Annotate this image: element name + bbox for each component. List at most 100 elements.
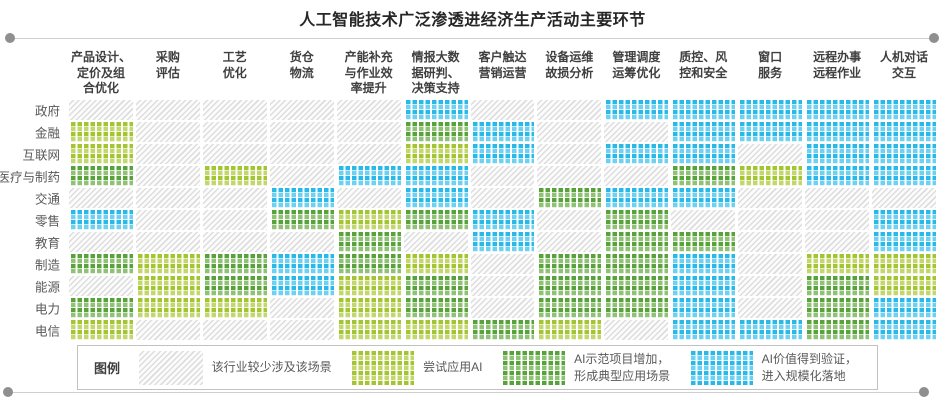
heatmap-cell	[69, 320, 133, 340]
heatmap-cell	[537, 276, 602, 296]
row-label: 政府	[34, 104, 60, 119]
row-label-cell: 教育	[0, 232, 66, 252]
heatmap-cell	[403, 298, 468, 318]
heatmap-cell	[336, 122, 401, 142]
heatmap-cell	[135, 122, 200, 142]
row-label-cell: 制造	[0, 254, 66, 274]
column-header: 产品设计、 定价及组 合优化	[70, 50, 131, 96]
heatmap-cell	[537, 210, 602, 230]
top-rule-left-dot	[5, 33, 15, 43]
heatmap-cell	[202, 122, 267, 142]
bottom-rule	[8, 392, 925, 393]
heatmap-cell	[604, 210, 669, 230]
demo-pattern-swatch	[501, 350, 566, 385]
heatmap-cell	[403, 188, 468, 208]
heatmap-cell	[738, 254, 803, 274]
heatmap-cell	[805, 320, 870, 340]
heatmap-cell	[872, 100, 936, 120]
legend-item-label: AI示范项目增加， 形成典型应用场景	[574, 352, 671, 383]
row-label: 能源	[34, 280, 60, 295]
heatmap-cell	[69, 254, 133, 274]
heatmap-cell	[805, 298, 870, 318]
heatmap-cell	[805, 232, 870, 252]
column-header: 窗口 服务	[758, 50, 783, 80]
heatmap-cell	[202, 320, 267, 340]
legend-item: AI示范项目增加， 形成典型应用场景	[501, 350, 671, 385]
heatmap-cell	[738, 298, 803, 318]
heatmap-cell	[872, 320, 936, 340]
heatmap-cell	[269, 166, 334, 186]
heatmap-cell	[336, 188, 401, 208]
heatmap-cell	[470, 254, 535, 274]
heatmap-cell	[671, 276, 736, 296]
heatmap-cell	[470, 144, 535, 164]
heatmap-cell	[336, 320, 401, 340]
heatmap-cell	[470, 298, 535, 318]
heatmap-cell	[671, 100, 736, 120]
legend-item-label: AI价值得到验证， 进入规模化落地	[761, 352, 857, 383]
legend-item: 该行业较少涉及该场景	[138, 350, 332, 385]
heatmap-cell	[336, 100, 401, 120]
heatmap-cell	[269, 144, 334, 164]
column-header: 货仓 物流	[289, 50, 314, 80]
row-label: 电力	[34, 302, 60, 317]
row-label-cell: 医疗与制药	[0, 166, 66, 186]
heatmap-cell	[671, 232, 736, 252]
column-header: 客户触达 营销运营	[478, 50, 527, 80]
heatmap-cell	[269, 100, 334, 120]
heatmap-cell	[202, 210, 267, 230]
corner-spacer	[0, 48, 66, 98]
heatmap-cell	[738, 188, 803, 208]
heatmap-cell	[135, 298, 200, 318]
heatmap-cell	[269, 210, 334, 230]
legend-item: AI价值得到验证， 进入规模化落地	[688, 350, 857, 385]
legend-item-label: 该行业较少涉及该场景	[211, 360, 332, 375]
heatmap-cell	[336, 298, 401, 318]
heatmap-cell	[537, 254, 602, 274]
heatmap-cell	[336, 254, 401, 274]
heatmap-cell	[604, 166, 669, 186]
heatmap-cell	[403, 210, 468, 230]
heatmap-cell	[69, 166, 133, 186]
heatmap-cell	[69, 298, 133, 318]
column-header: 远程办事 远程作业	[813, 50, 862, 80]
heatmap-cell	[604, 122, 669, 142]
heatmap-cell	[135, 100, 200, 120]
bottom-rule-right-dot	[919, 387, 929, 397]
scale-pattern-swatch	[688, 350, 753, 385]
heatmap-cell	[671, 210, 736, 230]
heatmap-cell	[872, 298, 936, 318]
heatmap-cell	[738, 276, 803, 296]
heatmap-cell	[537, 320, 602, 340]
heatmap-cell	[537, 232, 602, 252]
row-label: 互联网	[22, 148, 60, 163]
legend-box: 图例 该行业较少涉及该场景 尝试应用AI AI示范项目增加， 形成典型应用场景 AI价…	[77, 345, 878, 390]
heatmap-cell	[135, 320, 200, 340]
row-label-cell: 零售	[0, 210, 66, 230]
heatmap-cell	[537, 122, 602, 142]
heatmap-cell	[805, 144, 870, 164]
heatmap-cell	[671, 144, 736, 164]
heatmap-cell	[69, 144, 133, 164]
heatmap-cell	[805, 100, 870, 120]
heatmap-cell	[470, 166, 535, 186]
heatmap-cell	[470, 320, 535, 340]
heatmap-cell	[269, 320, 334, 340]
row-label: 电信	[34, 324, 60, 339]
heatmap-cell	[202, 232, 267, 252]
heatmap-cell	[604, 298, 669, 318]
heatmap-cell	[202, 188, 267, 208]
heatmap-cell	[671, 254, 736, 274]
heatmap-cell	[805, 254, 870, 274]
heatmap-cell	[336, 144, 401, 164]
heatmap-cell	[671, 188, 736, 208]
heatmap-grid: 产品设计、 定价及组 合优化 采购 评估 工艺 优化 货仓 物流 产能补充 与作业效 率…	[0, 48, 936, 340]
heatmap-cell	[202, 144, 267, 164]
heatmap-cell	[202, 254, 267, 274]
column-header: 质控、风 控和安全	[679, 50, 728, 80]
heatmap-cell	[738, 100, 803, 120]
heatmap-cell	[336, 166, 401, 186]
heatmap-cell	[872, 254, 936, 274]
heatmap-cell	[671, 320, 736, 340]
column-header: 设备运维 故损分析	[545, 50, 594, 80]
